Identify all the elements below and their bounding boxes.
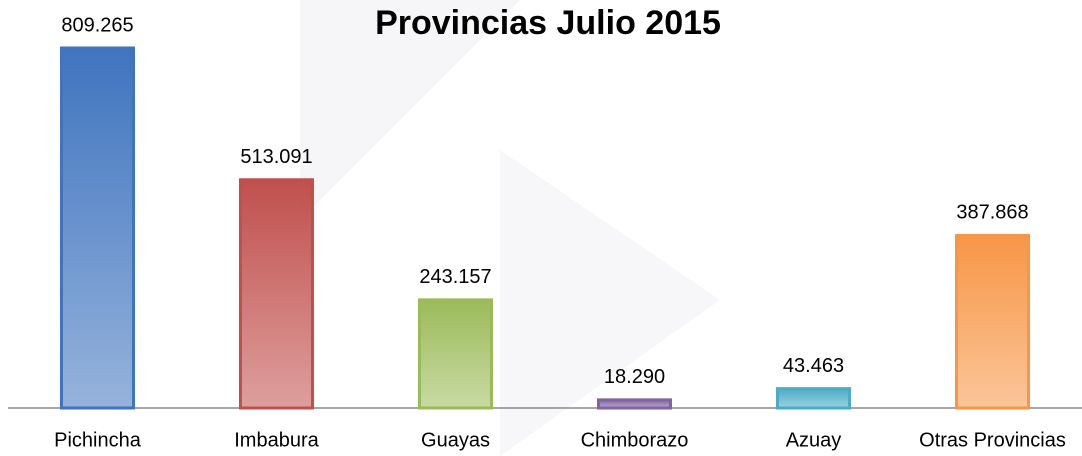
- bar: [60, 46, 135, 410]
- x-tick-label: Azuay: [786, 429, 842, 451]
- background-shape: [500, 150, 720, 456]
- x-tick-label: Pichincha: [54, 429, 142, 451]
- value-label: 809.265: [61, 14, 133, 36]
- value-label: 43.463: [783, 355, 844, 377]
- bar: [418, 298, 493, 410]
- value-label: 513.091: [240, 146, 312, 168]
- x-tick-label: Chimborazo: [581, 429, 689, 451]
- value-label: 387.868: [956, 202, 1028, 224]
- bar: [597, 398, 672, 410]
- bar: [776, 387, 851, 410]
- value-label: 18.290: [604, 366, 665, 388]
- chart-title: Provincias Julio 2015: [375, 4, 721, 42]
- x-tick-label: Guayas: [421, 429, 490, 451]
- bar: [955, 233, 1030, 410]
- background-shape: [300, 0, 520, 220]
- value-label: 243.157: [419, 266, 491, 288]
- bar: [239, 178, 314, 410]
- x-tick-label: Imbabura: [234, 429, 319, 451]
- x-tick-label: Otras Provincias: [919, 429, 1066, 451]
